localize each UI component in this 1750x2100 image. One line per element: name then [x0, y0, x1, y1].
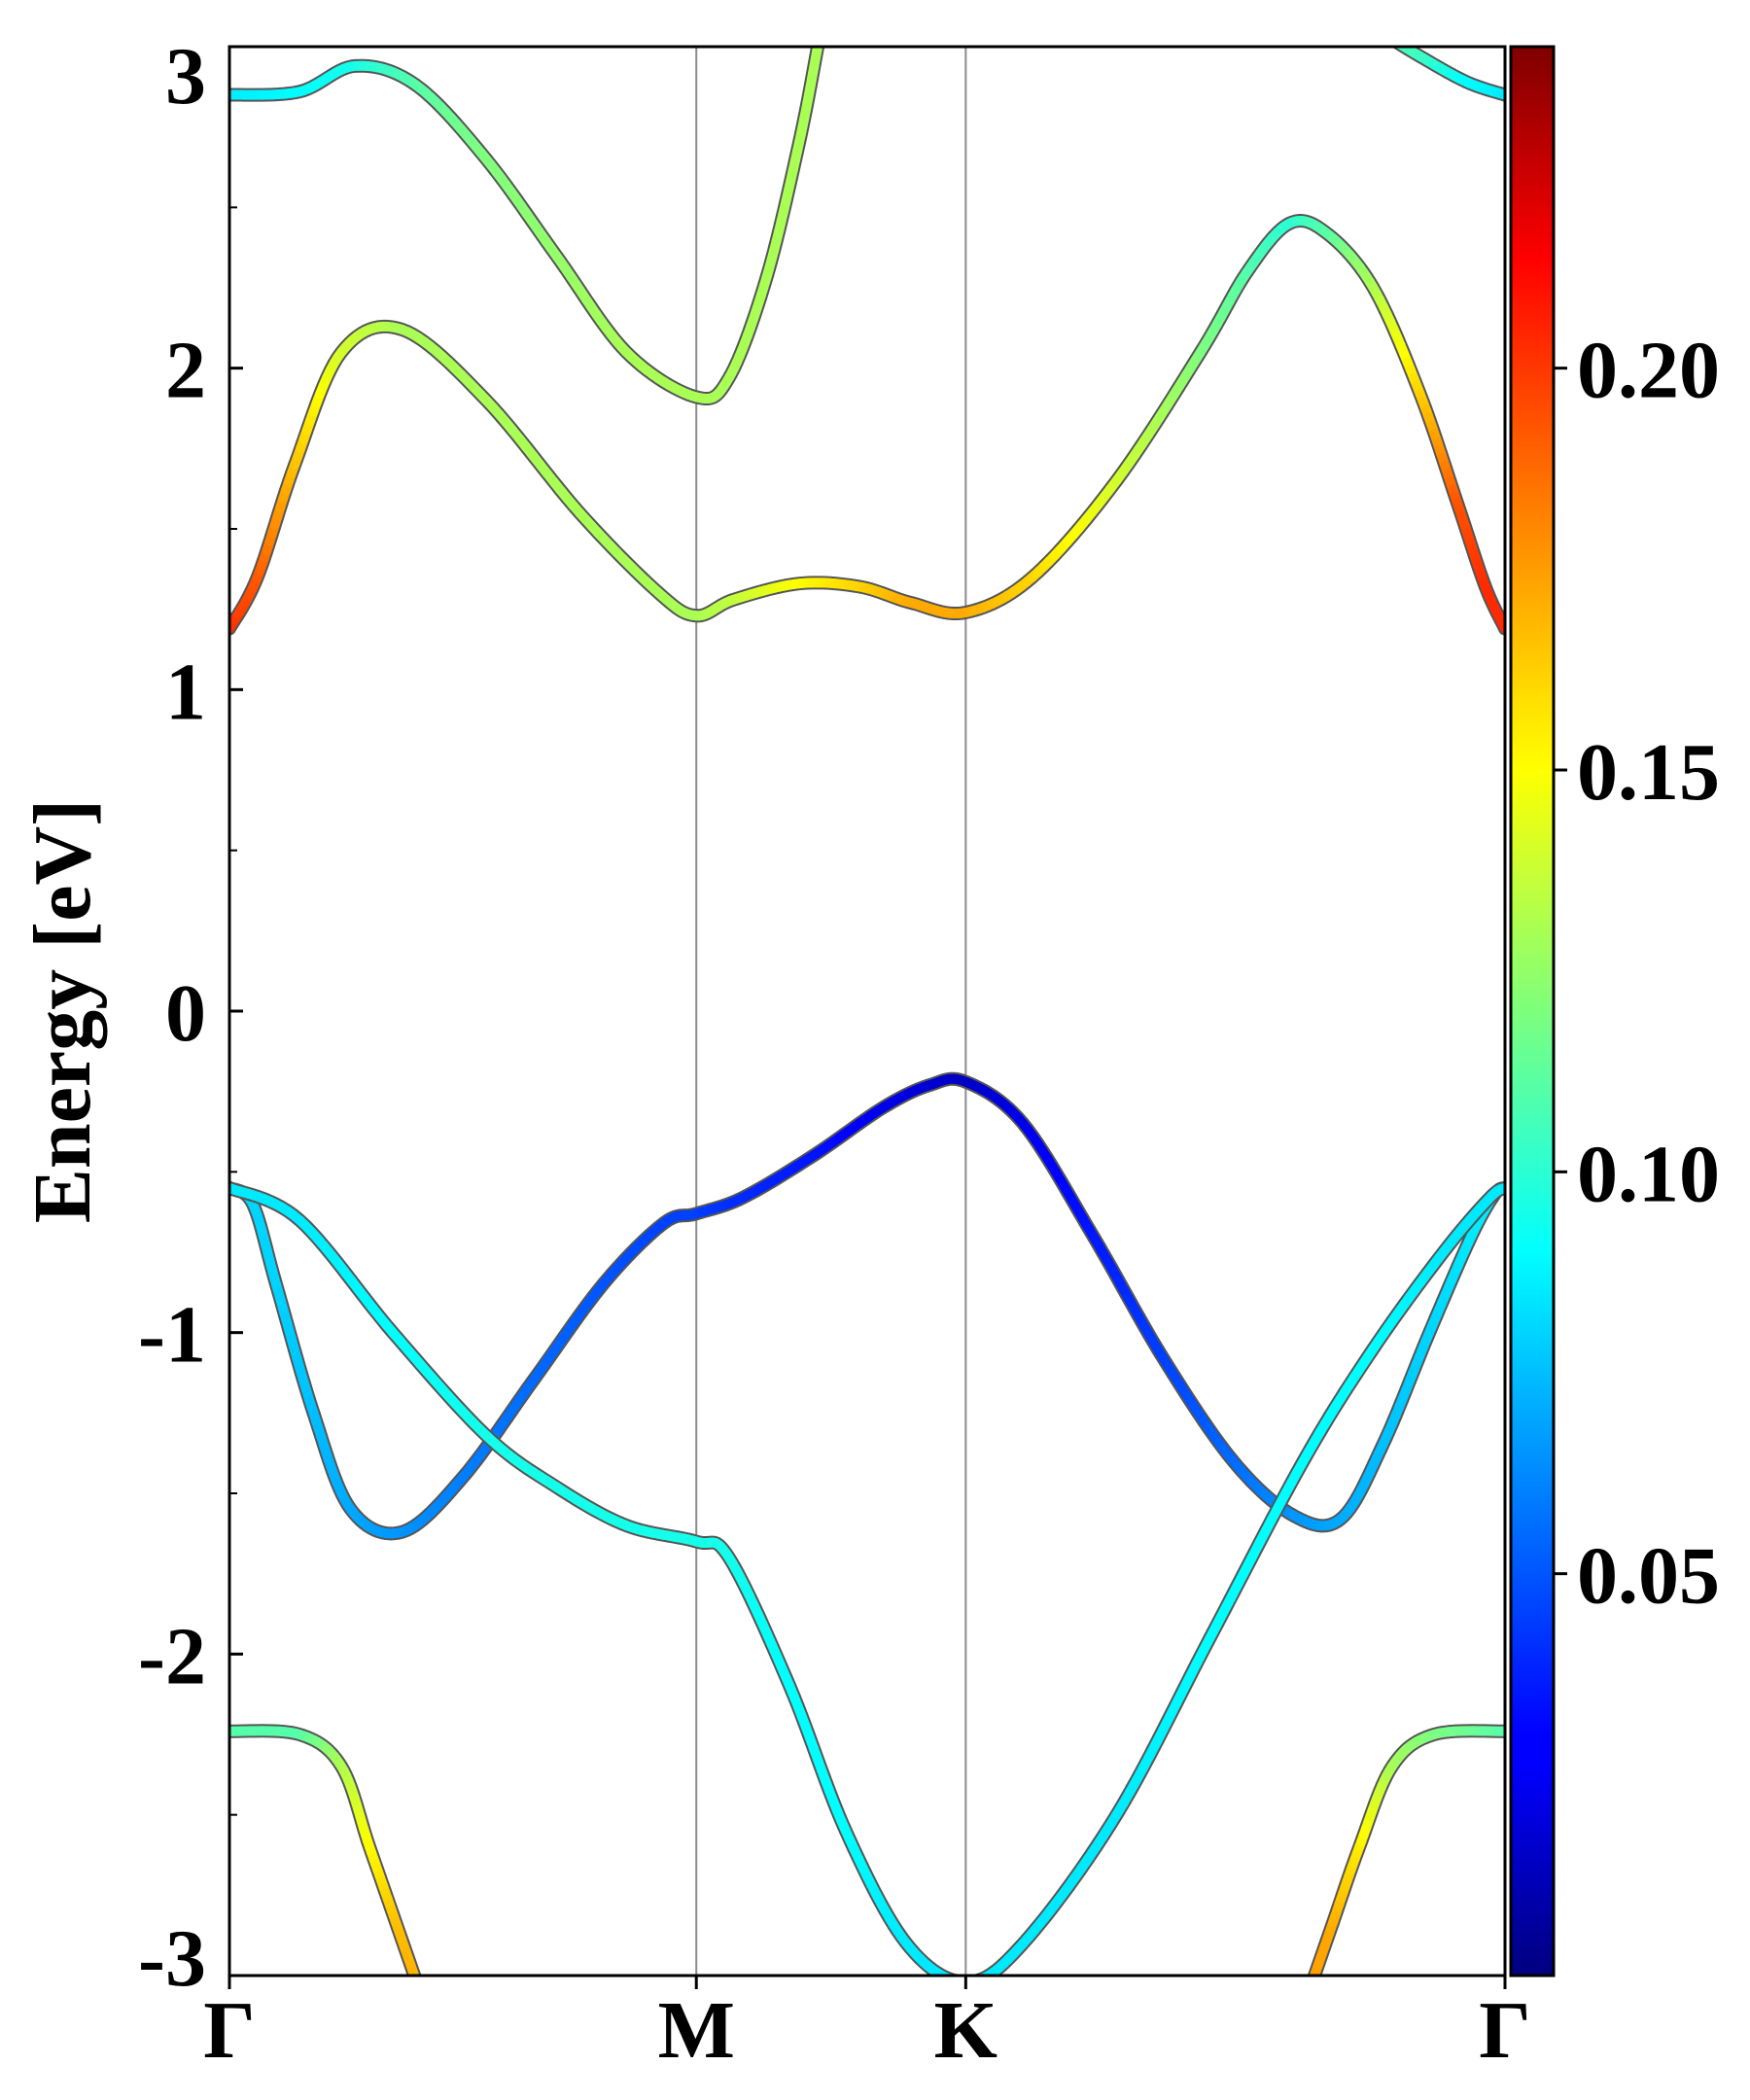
x-tick-label: M [658, 1985, 735, 2076]
band-3 [229, 1071, 1505, 1541]
y-tick-label: -3 [138, 1913, 206, 2004]
y-tick-label: 2 [165, 326, 206, 416]
colorbar [1509, 45, 1556, 1978]
y-axis-title: Energy [eV] [18, 799, 108, 1223]
colorbar-tick-label: 0.10 [1577, 1129, 1720, 1219]
band-segment [1384, 34, 1387, 36]
band-6 [1304, 1724, 1505, 2008]
colorbar-ticks: 0.05 0.10 0.15 0.20 [1554, 326, 1720, 1622]
band-segment [1306, 1996, 1308, 2001]
band-outline [1307, 1724, 1505, 1976]
band-segment [408, 1967, 420, 1976]
band-outline [229, 1071, 1505, 1541]
band-segment [945, 1974, 956, 1976]
band-segment [939, 1972, 953, 1976]
band-segment [951, 1975, 956, 1976]
band-segment [1305, 2001, 1306, 2005]
band-segment [1308, 1990, 1310, 1995]
band-segment [418, 1985, 420, 1991]
band-segment [425, 2005, 426, 2008]
band-segment [976, 1974, 985, 1976]
band-outline [229, 47, 825, 406]
colorbar-tick-label: 0.15 [1577, 727, 1720, 818]
y-tick-label: 3 [165, 31, 206, 122]
band-segment [1304, 2005, 1305, 2008]
band-4 [229, 1180, 1505, 1982]
band-segment [1395, 47, 1397, 48]
band-segment [411, 1974, 419, 1976]
y-axis-ticks: -3 -2 -1 0 1 2 3 [138, 31, 243, 2004]
colorbar-tick-label: 0.20 [1577, 326, 1720, 416]
band-segment [978, 1973, 990, 1976]
band-segment [1310, 1974, 1317, 1976]
band-segment [1380, 32, 1382, 33]
band-7 [1378, 30, 1505, 102]
y-tick-label: 1 [165, 647, 206, 737]
y-tick-label: 0 [165, 968, 206, 1059]
band-segment [970, 1981, 974, 1982]
band-segment [958, 1981, 962, 1982]
bands [229, 30, 1505, 2008]
band-segment [421, 1996, 423, 2001]
band-segment [974, 1980, 978, 1981]
band-2 [229, 214, 1505, 636]
band-segment [423, 2001, 424, 2005]
x-tick-label: K [934, 1985, 998, 2076]
band-segment [420, 1990, 422, 1995]
high-symmetry-lines [695, 47, 967, 1976]
band-outline [229, 1724, 422, 1976]
band-outline [229, 1180, 1505, 1976]
band-1 [229, 47, 825, 406]
y-tick-label: -2 [138, 1611, 206, 1701]
x-tick-label: Γ [203, 1985, 255, 2076]
band-segment [1310, 1985, 1312, 1991]
colorbar-tick-label: 0.05 [1577, 1531, 1720, 1622]
band-segment [1382, 33, 1383, 35]
band-5 [229, 1724, 426, 2008]
band-segment [1389, 38, 1392, 40]
y-tick-label: -1 [138, 1290, 206, 1381]
band-segment [1378, 30, 1380, 31]
band-segment [1394, 47, 1404, 50]
band-segment [1386, 36, 1389, 38]
x-tick-label: Γ [1479, 1985, 1530, 2076]
band-outline [229, 214, 1505, 636]
